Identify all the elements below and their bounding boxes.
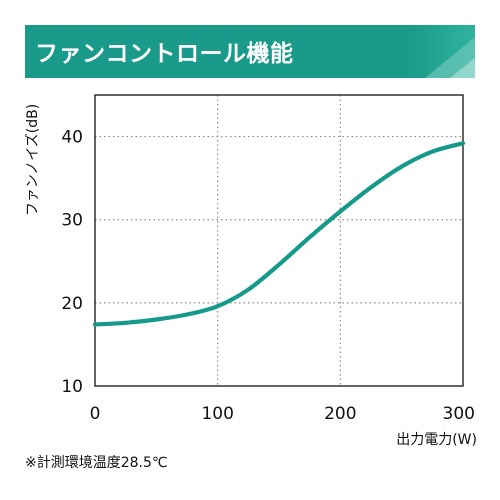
x-tick-label: 300 xyxy=(443,404,475,424)
header-accent-stripe-2 xyxy=(450,58,475,78)
y-tick-label: 30 xyxy=(61,211,83,231)
x-tick-label: 0 xyxy=(90,404,101,424)
measurement-footnote: ※計測環境温度28.5℃ xyxy=(25,455,168,471)
y-tick-label: 20 xyxy=(61,294,83,314)
x-tick-label: 200 xyxy=(324,404,356,424)
tick-labels: 0 100 200 300 10 20 30 40 xyxy=(61,128,475,424)
y-tick-label: 10 xyxy=(61,377,83,397)
x-tick-label: 100 xyxy=(201,404,233,424)
plot-frame xyxy=(94,94,464,387)
header-background xyxy=(25,25,475,78)
series-line xyxy=(92,141,466,327)
y-axis-label: ファンノイズ(dB) xyxy=(25,104,41,216)
y-tick-label: 40 xyxy=(61,128,83,148)
header-accent-stripe xyxy=(425,37,475,78)
x-axis-label: 出力電力(W) xyxy=(396,432,477,448)
header-title: ファンコントロール機能 xyxy=(35,41,294,67)
header-banner: ファンコントロール機能 xyxy=(25,25,475,78)
grid-lines xyxy=(95,95,463,386)
